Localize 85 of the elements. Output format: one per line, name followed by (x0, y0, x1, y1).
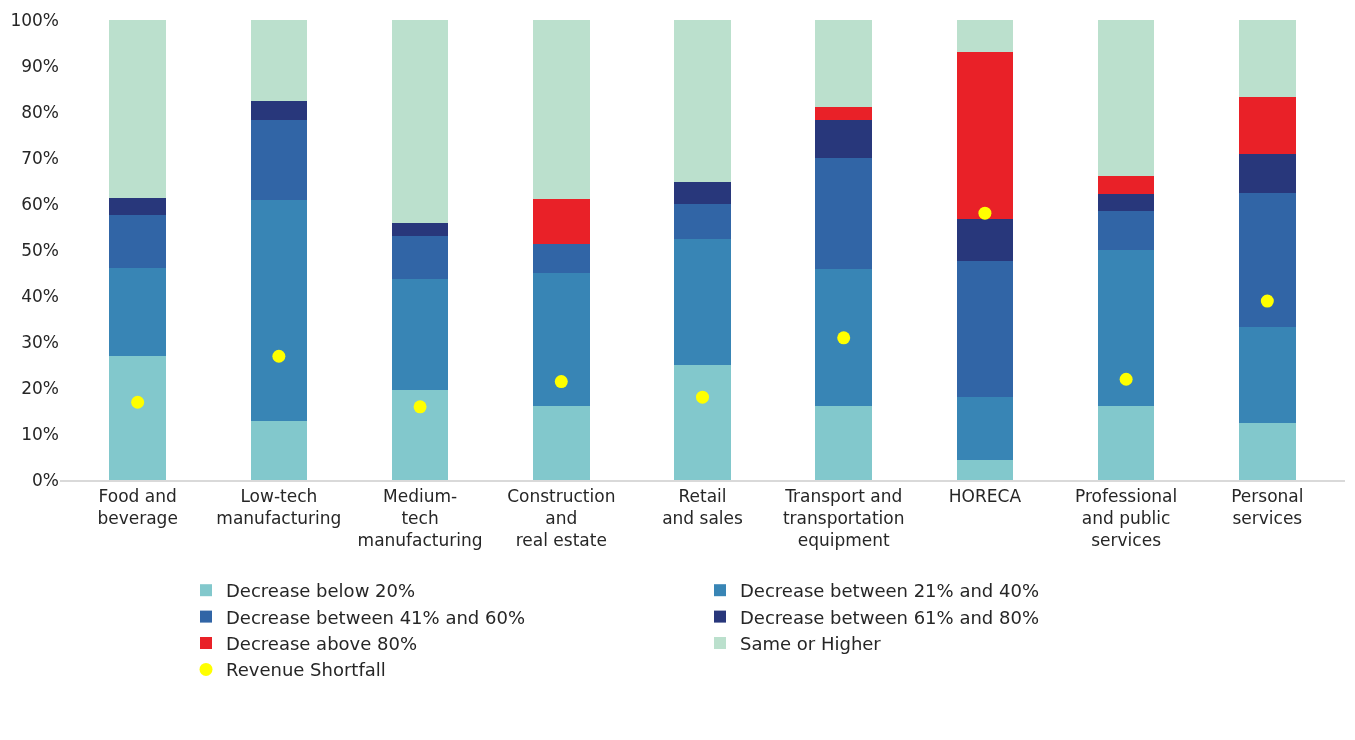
y-tick-label: 10% (21, 423, 59, 444)
bar (109, 20, 166, 198)
bar (815, 157, 872, 269)
bar (391, 20, 449, 223)
bar (956, 51, 1014, 220)
bar (956, 459, 1014, 480)
y-tick-label: 20% (21, 377, 59, 398)
bar (391, 236, 449, 279)
bar (674, 365, 731, 480)
y-tick-label: 40% (21, 285, 59, 306)
bar (250, 120, 308, 201)
point (837, 331, 851, 345)
y-tick-label: 80% (21, 101, 59, 122)
bar (1097, 193, 1155, 212)
x-tick-label: Low-tech manufacturing (216, 486, 342, 529)
bar (533, 198, 590, 244)
bar (1097, 406, 1155, 480)
y-tick-label: 0% (32, 469, 59, 490)
legend-label: Decrease above 80% (226, 633, 418, 655)
bar (815, 268, 872, 406)
legend-label: Decrease between 21% and 40% (740, 580, 1039, 602)
bar (1239, 97, 1296, 155)
bar (1239, 193, 1296, 328)
bar (1097, 250, 1155, 407)
bar (815, 119, 872, 158)
point (272, 349, 286, 363)
bar (956, 219, 1014, 261)
bar (956, 396, 1014, 460)
point (978, 206, 992, 220)
bar (1097, 211, 1155, 251)
bar (815, 20, 872, 108)
x-tick-label: Medium- tech manufacturing (357, 486, 483, 551)
x-tick-label: Retail and sales (662, 486, 743, 529)
x-tick-label: Professional and public services (1075, 486, 1178, 551)
bar (1097, 20, 1155, 177)
bar (815, 107, 872, 120)
legend-label: Revenue Shortfall (226, 659, 386, 681)
bar (109, 197, 166, 216)
bar (956, 20, 1014, 52)
x-tick-label: Transport and transportation equipment (782, 486, 905, 551)
y-tick-label: 70% (21, 147, 59, 168)
bar (250, 20, 308, 101)
y-tick-label: 60% (21, 193, 59, 214)
legend-label: Decrease below 20% (226, 580, 416, 602)
bar (533, 406, 590, 480)
bar (109, 215, 166, 268)
bar (533, 20, 590, 199)
legend-label: Decrease between 41% and 60% (226, 606, 525, 628)
bar (391, 389, 449, 480)
bar (109, 267, 166, 357)
x-tick-label: Construction and real estate (507, 486, 616, 551)
bar (1239, 20, 1296, 98)
bar (1239, 422, 1296, 480)
point (413, 400, 427, 414)
point (131, 395, 145, 409)
bar (250, 420, 308, 480)
y-tick-label: 90% (21, 55, 59, 76)
x-tick-label: HORECA (948, 486, 1022, 507)
point (696, 390, 709, 404)
bar (250, 200, 308, 421)
bar (250, 100, 308, 121)
y-tick-label: 50% (21, 239, 59, 260)
bar (674, 238, 731, 366)
y-tick-label: 30% (21, 331, 59, 352)
bar (109, 356, 166, 480)
bar (1239, 154, 1296, 194)
y-tick-label: 100% (10, 9, 59, 30)
point (1119, 372, 1133, 386)
bar (533, 243, 590, 273)
point (1260, 294, 1274, 308)
bar (674, 204, 731, 239)
bar (533, 272, 590, 407)
bar (674, 181, 731, 204)
point (554, 375, 568, 389)
x-tick-label: Food and beverage (97, 486, 178, 529)
x-tick-label: Personal services (1231, 486, 1304, 529)
bar (391, 222, 449, 237)
bar (391, 278, 449, 390)
bar (956, 260, 1014, 397)
bar (815, 405, 872, 480)
legend-label: Decrease between 61% and 80% (740, 606, 1039, 628)
bar (1239, 327, 1296, 423)
bar (674, 20, 731, 182)
legend-label: Same or Higher (740, 633, 882, 655)
bar (1097, 176, 1155, 194)
